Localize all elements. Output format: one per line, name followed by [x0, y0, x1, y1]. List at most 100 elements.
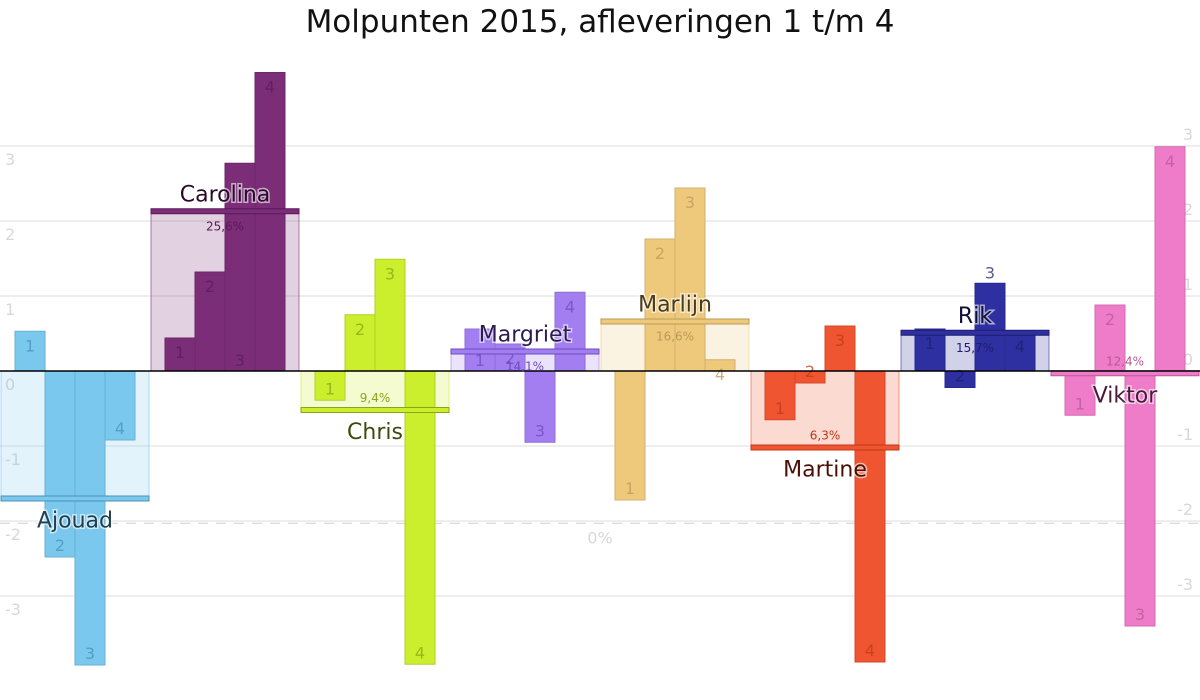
bar-label: 2 [55, 536, 65, 555]
y-tick-label-left: -2 [5, 525, 21, 544]
bar-label: 3 [1135, 605, 1145, 624]
bar-fill [1125, 371, 1155, 626]
bar-label: 4 [265, 78, 275, 97]
series-name-viktor: Viktor [1093, 383, 1159, 408]
bar-fill [75, 371, 105, 665]
bar-fill [555, 292, 585, 371]
bar-fill [375, 259, 405, 371]
series-name-carolina: Carolina [180, 182, 271, 207]
bar-label: 3 [235, 351, 245, 370]
bar-fill [675, 188, 705, 371]
bar-label: 3 [385, 264, 395, 283]
y-tick-label-left: 0 [5, 375, 15, 394]
bar-label: 3 [685, 193, 695, 212]
bar-label: 4 [1015, 337, 1025, 356]
bar-fill [1065, 371, 1095, 415]
average-line-martine [750, 444, 900, 451]
bar-fill [915, 329, 945, 371]
series-name-rik: Rik [958, 304, 992, 329]
bar-label: 3 [85, 644, 95, 663]
series-name-ajouad: Ajouad [37, 509, 113, 534]
bar-fill [945, 371, 975, 387]
bar-fill [1005, 332, 1035, 371]
bar-label: 1 [775, 399, 785, 418]
y-tick-label-right: 2 [1183, 200, 1193, 219]
series-percent-rik: 15,7% [956, 341, 994, 355]
reference-line-label: 0% [587, 528, 612, 547]
series-percent-carolina: 25,6% [206, 219, 244, 233]
y-tick-label-left: -3 [5, 600, 21, 619]
bar-label: 2 [1105, 310, 1115, 329]
bar-fill [1155, 147, 1185, 371]
bar-fill [15, 331, 45, 371]
y-tick-label-right: -2 [1177, 500, 1193, 519]
bar-fill [825, 326, 855, 371]
series-name-margriet: Margriet [479, 323, 572, 348]
bar-label: 4 [715, 365, 725, 384]
bar-fill [345, 315, 375, 371]
series-percent-viktor: 12,4% [1106, 354, 1144, 368]
bar-label: 2 [655, 244, 665, 263]
bar-label: 4 [565, 297, 575, 316]
bar-label: 1 [1075, 394, 1085, 413]
y-tick-label-right: 1 [1183, 275, 1193, 294]
series-percent-margriet: 14,1% [506, 360, 544, 374]
bar-fill [525, 371, 555, 442]
y-tick-label-left: -1 [5, 450, 21, 469]
bar-fill [255, 73, 285, 371]
bar-label: 2 [355, 320, 365, 339]
bar-fill [315, 371, 345, 400]
chart-title: Molpunten 2015, afleveringen 1 t/m 4 [305, 4, 895, 40]
bar-label: 3 [835, 331, 845, 350]
bar-fill [165, 338, 195, 371]
y-tick-label-right: 0 [1183, 350, 1193, 369]
bar-fill [225, 163, 255, 371]
average-line-margriet [450, 348, 600, 355]
bar-label: 4 [1165, 152, 1175, 171]
y-tick-label-left: 2 [5, 225, 15, 244]
bar-label: 3 [535, 421, 545, 440]
average-line-chris [300, 407, 450, 413]
average-line-ajouad [0, 495, 150, 502]
bar-fill [765, 371, 795, 420]
bar-label: 4 [415, 643, 425, 662]
bar-fill [795, 371, 825, 383]
bar-fill [195, 272, 225, 371]
y-tick-label-right: 3 [1183, 125, 1193, 144]
bar-label: 1 [175, 343, 185, 362]
bar-fill [1095, 305, 1125, 371]
series-percent-marlijn: 16,6% [656, 330, 694, 344]
bar-fill [855, 371, 885, 662]
bar-fill [705, 360, 735, 371]
bar-label: 3 [985, 263, 995, 282]
bar-label: 1 [625, 479, 635, 498]
y-tick-label-left: 3 [5, 150, 15, 169]
average-line-carolina [150, 208, 300, 215]
y-tick-label-right: -3 [1177, 575, 1193, 594]
y-tick-label-right: -1 [1177, 425, 1193, 444]
bar-label: 1 [325, 379, 335, 398]
bar-fill [405, 371, 435, 664]
bar-label: 2 [505, 349, 515, 368]
bar-label: 2 [955, 367, 965, 386]
bar-label: 1 [925, 334, 935, 353]
bar-label: 4 [865, 641, 875, 660]
bar-fill [45, 371, 75, 557]
bar-fill [105, 371, 135, 440]
y-tick-label-left: 1 [5, 300, 15, 319]
bar-label: 2 [205, 277, 215, 296]
series-percent-martine: 6,3% [810, 429, 841, 443]
series-name-martine: Martine [783, 458, 867, 483]
bar-fill [615, 371, 645, 500]
bar-label: 1 [25, 336, 35, 355]
bar-fill [975, 283, 1005, 371]
average-line-rik [900, 329, 1050, 336]
bar-label: 1 [475, 351, 485, 370]
series-name-chris: Chris [347, 420, 403, 445]
bar-label: 4 [115, 419, 125, 438]
series-percent-chris: 9,4% [360, 391, 391, 405]
bar-fill [645, 239, 675, 371]
average-line-marlijn [600, 318, 750, 325]
series-name-marlijn: Marlijn [638, 293, 712, 318]
